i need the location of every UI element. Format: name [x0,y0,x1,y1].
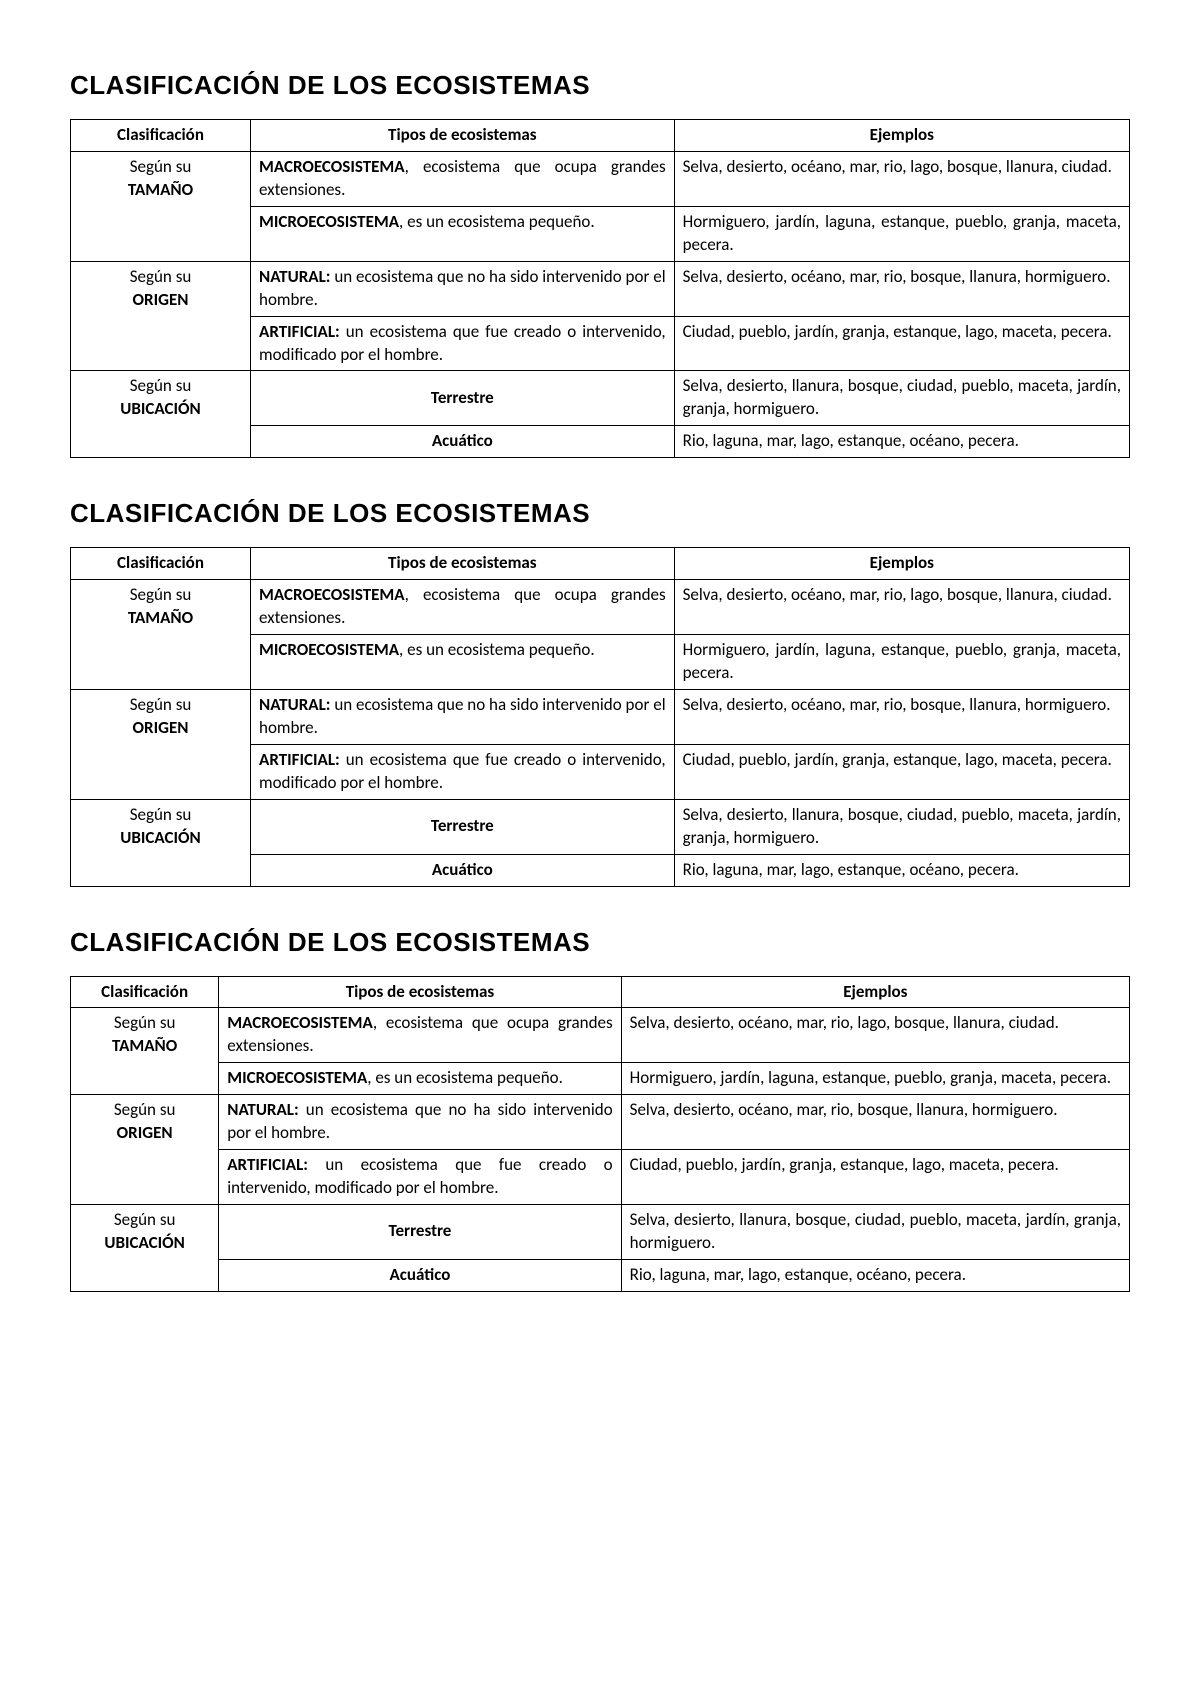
example-cell: Selva, desierto, océano, mar, rio, lago,… [674,580,1129,635]
example-cell: Selva, desierto, océano, mar, rio, bosqu… [674,689,1129,744]
type-cell: MICROECOSISTEMA, es un ecosistema pequeñ… [251,206,675,261]
table-header-row: Clasificación Tipos de ecosistemas Ejemp… [71,548,1130,580]
category-cell: Según su TAMAÑO [71,580,251,690]
category-cell: Según su TAMAÑO [71,151,251,261]
type-cell: Acuático [251,426,675,458]
col-header: Clasificación [71,120,251,152]
table-row: Según su ORIGEN NATURAL: un ecosistema q… [71,261,1130,316]
category-line: Según su [79,266,242,289]
table-row: MICROECOSISTEMA, es un ecosistema pequeñ… [71,1063,1130,1095]
section-title: CLASIFICACIÓN DE LOS ECOSISTEMAS [70,927,1130,958]
example-cell: Hormiguero, jardín, laguna, estanque, pu… [621,1063,1129,1095]
category-line: Según su [79,1099,210,1122]
example-cell: Rio, laguna, mar, lago, estanque, océano… [674,426,1129,458]
category-cell: Según su ORIGEN [71,1095,219,1205]
col-header: Tipos de ecosistemas [219,976,621,1008]
example-cell: Selva, desierto, llanura, bosque, ciudad… [674,371,1129,426]
category-line: TAMAÑO [79,607,242,630]
category-cell: Según su ORIGEN [71,261,251,371]
category-cell: Según su UBICACIÓN [71,799,251,886]
category-line: ORIGEN [79,289,242,312]
type-cell: Terrestre [251,799,675,854]
type-cell: MICROECOSISTEMA, es un ecosistema pequeñ… [219,1063,621,1095]
col-header: Ejemplos [621,976,1129,1008]
type-cell: NATURAL: un ecosistema que no ha sido in… [219,1095,621,1150]
category-line: UBICACIÓN [79,398,242,421]
type-cell: Terrestre [251,371,675,426]
category-line: Según su [79,1012,210,1035]
category-line: Según su [79,156,242,179]
table-row: Según su UBICACIÓN Terrestre Selva, desi… [71,1205,1130,1260]
category-line: Según su [79,375,242,398]
table-row: Según su ORIGEN NATURAL: un ecosistema q… [71,1095,1130,1150]
col-header: Ejemplos [674,548,1129,580]
example-cell: Selva, desierto, océano, mar, rio, lago,… [621,1008,1129,1063]
col-header: Tipos de ecosistemas [251,120,675,152]
type-cell: ARTIFICIAL: un ecosistema que fue creado… [251,744,675,799]
table-row: Según su UBICACIÓN Terrestre Selva, desi… [71,799,1130,854]
category-line: Según su [79,1209,210,1232]
example-cell: Rio, laguna, mar, lago, estanque, océano… [621,1259,1129,1291]
table-row: Según su TAMAÑO MACROECOSISTEMA, ecosist… [71,580,1130,635]
type-cell: Acuático [251,854,675,886]
example-cell: Ciudad, pueblo, jardín, granja, estanque… [674,744,1129,799]
section-title: CLASIFICACIÓN DE LOS ECOSISTEMAS [70,70,1130,101]
example-cell: Selva, desierto, océano, mar, rio, bosqu… [621,1095,1129,1150]
ecosystem-table-3: Clasificación Tipos de ecosistemas Ejemp… [70,976,1130,1292]
col-header: Tipos de ecosistemas [251,548,675,580]
table-row: Acuático Rio, laguna, mar, lago, estanqu… [71,1259,1130,1291]
table-row: Según su TAMAÑO MACROECOSISTEMA, ecosist… [71,1008,1130,1063]
type-cell: NATURAL: un ecosistema que no ha sido in… [251,689,675,744]
type-cell: ARTIFICIAL: un ecosistema que fue creado… [251,316,675,371]
category-line: Según su [79,584,242,607]
example-cell: Rio, laguna, mar, lago, estanque, océano… [674,854,1129,886]
col-header: Ejemplos [674,120,1129,152]
category-line: ORIGEN [79,717,242,740]
category-line: TAMAÑO [79,1035,210,1058]
category-line: TAMAÑO [79,179,242,202]
category-line: ORIGEN [79,1122,210,1145]
category-line: UBICACIÓN [79,827,242,850]
example-cell: Hormiguero, jardín, laguna, estanque, pu… [674,206,1129,261]
example-cell: Selva, desierto, llanura, bosque, ciudad… [621,1205,1129,1260]
type-cell: MICROECOSISTEMA, es un ecosistema pequeñ… [251,635,675,690]
table-header-row: Clasificación Tipos de ecosistemas Ejemp… [71,120,1130,152]
col-header: Clasificación [71,548,251,580]
example-cell: Selva, desierto, océano, mar, rio, lago,… [674,151,1129,206]
type-cell: NATURAL: un ecosistema que no ha sido in… [251,261,675,316]
example-cell: Hormiguero, jardín, laguna, estanque, pu… [674,635,1129,690]
category-line: Según su [79,804,242,827]
table-row: ARTIFICIAL: un ecosistema que fue creado… [71,1150,1130,1205]
table-row: Según su UBICACIÓN Terrestre Selva, desi… [71,371,1130,426]
table-header-row: Clasificación Tipos de ecosistemas Ejemp… [71,976,1130,1008]
type-cell: ARTIFICIAL: un ecosistema que fue creado… [219,1150,621,1205]
type-cell: Terrestre [219,1205,621,1260]
category-cell: Según su UBICACIÓN [71,1205,219,1292]
category-cell: Según su TAMAÑO [71,1008,219,1095]
example-cell: Ciudad, pueblo, jardín, granja, estanque… [621,1150,1129,1205]
category-cell: Según su ORIGEN [71,689,251,799]
table-row: Según su ORIGEN NATURAL: un ecosistema q… [71,689,1130,744]
section-title: CLASIFICACIÓN DE LOS ECOSISTEMAS [70,498,1130,529]
col-header: Clasificación [71,976,219,1008]
type-cell: MACROECOSISTEMA, ecosistema que ocupa gr… [251,580,675,635]
ecosystem-table-1: Clasificación Tipos de ecosistemas Ejemp… [70,119,1130,458]
category-line: UBICACIÓN [79,1232,210,1255]
type-cell: Acuático [219,1259,621,1291]
category-cell: Según su UBICACIÓN [71,371,251,458]
type-cell: MACROECOSISTEMA, ecosistema que ocupa gr… [251,151,675,206]
ecosystem-table-2: Clasificación Tipos de ecosistemas Ejemp… [70,547,1130,886]
example-cell: Selva, desierto, llanura, bosque, ciudad… [674,799,1129,854]
category-line: Según su [79,694,242,717]
type-cell: MACROECOSISTEMA, ecosistema que ocupa gr… [219,1008,621,1063]
example-cell: Selva, desierto, océano, mar, rio, bosqu… [674,261,1129,316]
example-cell: Ciudad, pueblo, jardín, granja, estanque… [674,316,1129,371]
table-row: Según su TAMAÑO MACROECOSISTEMA, ecosist… [71,151,1130,206]
